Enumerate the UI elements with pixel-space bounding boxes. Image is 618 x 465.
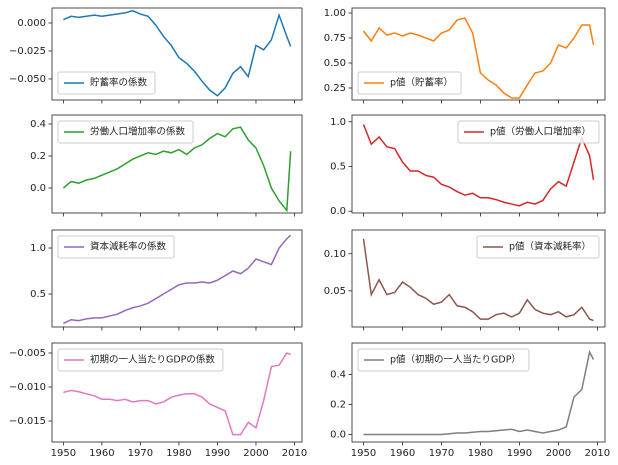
x-tick-label: 2000 — [243, 448, 268, 459]
subplot: 0.4 0.2 0.0 労働人口増加率の係数 — [30, 114, 303, 217]
legend-box — [57, 235, 175, 259]
legend-label: p値（労働人口増加率） — [490, 126, 591, 138]
line-series — [363, 349, 595, 436]
y-tick-label: 0.0 — [30, 183, 46, 194]
legend-label: 初期の一人当たりGDPの係数 — [90, 354, 215, 366]
line-series — [63, 234, 292, 325]
y-tick-label: 0.5 — [30, 289, 46, 300]
legend-box — [357, 71, 462, 95]
y-tick-label: 0.4 — [30, 119, 46, 130]
legend: p値（貯蓄率） — [357, 71, 462, 95]
axes-frame — [351, 7, 606, 101]
legend-box — [57, 71, 156, 95]
legend: 資本減耗率の係数 — [57, 235, 175, 259]
line-series — [63, 352, 291, 436]
legend: 初期の一人当たりGDPの係数 — [57, 348, 224, 372]
y-tick-label: 0.0 — [330, 206, 346, 217]
line-series — [362, 124, 595, 207]
y-tick-label: −0.025 — [9, 46, 46, 57]
subplot: 1.0 0.5 資本減耗率の係数 — [30, 229, 303, 331]
axes-frame — [51, 342, 303, 443]
line-series — [362, 17, 595, 99]
x-tick-label: 1980 — [166, 448, 191, 459]
legend: p値（初期の一人当たりGDP） — [357, 348, 530, 372]
axes-frame — [351, 229, 606, 328]
y-tick-label: 0.2 — [330, 400, 346, 411]
y-tick-label: −0.010 — [9, 382, 46, 393]
y-tick-label: 0.05 — [324, 286, 346, 297]
y-tick-label: 0.25 — [324, 83, 346, 94]
subplot: 1.00 0.75 0.50 0.25 p値（貯蓄率） — [324, 7, 606, 104]
legend-label: 労働人口増加率の係数 — [90, 126, 186, 138]
subplot: 0.4 0.2 0.0 1950 1960 1970 1980 1990 2000 2010 p値（… — [330, 342, 610, 459]
y-tick-label: −0.005 — [9, 348, 46, 359]
axes-frame — [51, 229, 303, 328]
y-tick-label: 0.2 — [30, 151, 46, 162]
line-series — [362, 238, 594, 322]
y-tick-label: 1.0 — [330, 117, 346, 128]
x-tick-label: 2010 — [282, 448, 307, 459]
subplot: 0.000 −0.025 −0.050 貯蓄率の係数 — [9, 7, 303, 104]
axes-frame — [351, 114, 606, 214]
y-tick-label: 0.75 — [324, 33, 346, 44]
y-tick-label: 0.50 — [324, 58, 346, 69]
subplot: 1.0 0.5 0.0 p値（労働人口増加率） — [330, 114, 606, 217]
legend-box — [57, 348, 224, 372]
x-tick-label: 1990 — [507, 448, 532, 459]
x-tick-label: 2010 — [585, 448, 610, 459]
legend-label: p値（初期の一人当たりGDP） — [390, 354, 521, 366]
y-tick-label: 0.0 — [330, 430, 346, 441]
x-tick-label: 1950 — [351, 448, 376, 459]
x-tick-label: 1970 — [128, 448, 153, 459]
legend-label: p値（貯蓄率） — [390, 77, 453, 89]
legend-box — [457, 120, 600, 144]
y-tick-label: 0.10 — [324, 249, 346, 260]
x-tick-label: 1960 — [390, 448, 415, 459]
legend: p値（労働人口増加率） — [457, 120, 600, 144]
subplot: 0.10 0.05 p値（資本減耗率） — [324, 229, 606, 331]
x-tick-label: 1950 — [51, 448, 76, 459]
x-tick-label: 1970 — [429, 448, 454, 459]
legend-label: 資本減耗率の係数 — [90, 241, 167, 253]
y-tick-label: 1.00 — [324, 8, 346, 19]
x-tick-label: 1980 — [468, 448, 493, 459]
axes-frame — [351, 342, 606, 443]
y-tick-label: 1.0 — [30, 243, 46, 254]
line-series — [62, 126, 292, 213]
x-tick-label: 1960 — [89, 448, 114, 459]
y-tick-label: 0.4 — [330, 370, 346, 381]
y-tick-label: 0.5 — [330, 162, 346, 173]
legend-label: 貯蓄率の係数 — [90, 77, 148, 89]
x-tick-label: 1990 — [205, 448, 230, 459]
x-tick-label: 2000 — [546, 448, 571, 459]
legend: p値（資本減耗率） — [476, 235, 600, 259]
y-tick-label: −0.050 — [9, 74, 46, 85]
line-series — [63, 9, 292, 97]
legend-box — [476, 235, 600, 259]
legend: 貯蓄率の係数 — [57, 71, 156, 95]
y-tick-label: −0.015 — [9, 416, 46, 427]
legend-label: p値（資本減耗率） — [509, 241, 591, 253]
legend-box — [57, 120, 194, 144]
y-tick-label: 0.000 — [17, 18, 46, 29]
axes-frame — [51, 7, 303, 101]
legend-box — [357, 348, 530, 372]
legend: 労働人口増加率の係数 — [57, 120, 194, 144]
axes-frame — [51, 114, 303, 214]
subplot: −0.005 −0.010 −0.015 1950 1960 1970 1980 1990 20… — [9, 342, 307, 459]
